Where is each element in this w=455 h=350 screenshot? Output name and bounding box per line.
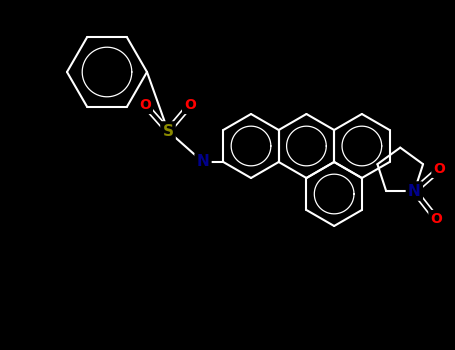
- Text: O: O: [430, 212, 442, 226]
- Text: N: N: [197, 154, 209, 169]
- Text: S: S: [162, 124, 173, 139]
- Text: O: O: [184, 98, 196, 112]
- Text: O: O: [139, 98, 151, 112]
- Text: O: O: [434, 162, 445, 176]
- Text: N: N: [408, 183, 421, 198]
